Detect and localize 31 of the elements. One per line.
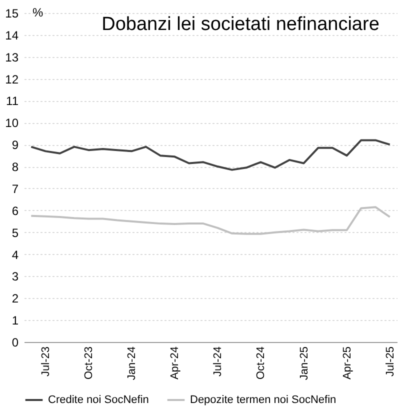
- y-tick-label: 13: [5, 50, 19, 64]
- x-tick-label: Jul-25: [384, 346, 396, 376]
- x-tick-label: Apr-24: [169, 346, 182, 380]
- y-tick-label: 7: [12, 182, 19, 196]
- x-tick-label: Jan-25: [298, 346, 310, 380]
- y-tick-label: 5: [12, 226, 19, 240]
- y-tick-label: 4: [12, 248, 19, 262]
- legend-label: Credite noi SocNefin: [48, 394, 149, 406]
- y-tick-label: 10: [5, 116, 19, 130]
- x-tick-label: Oct-23: [83, 346, 96, 380]
- chart-title: Dobanzi lei societati nefinanciare: [102, 14, 380, 35]
- y-tick-label: 2: [12, 292, 19, 306]
- y-tick-label: 1: [12, 314, 19, 328]
- y-tick-label: 9: [12, 138, 19, 152]
- y-tick-label: 12: [5, 72, 19, 86]
- line-series: [30, 139, 391, 171]
- y-tick-label: 14: [5, 28, 19, 42]
- y-tick-label: 8: [12, 160, 19, 174]
- legend-label: Depozite termen noi SocNefin: [190, 394, 336, 406]
- y-axis-title: %: [32, 6, 44, 20]
- y-tick-label: 3: [12, 270, 19, 284]
- y-tick-label: 0: [12, 336, 19, 350]
- x-tick-label: Jul-24: [212, 346, 224, 376]
- line-series: [30, 206, 391, 235]
- y-tick-label: 6: [12, 204, 19, 218]
- y-tick-label: 11: [6, 94, 19, 108]
- y-tick-label: 15: [5, 6, 19, 20]
- x-tick-label: Oct-24: [255, 346, 268, 380]
- x-tick-label: Jul-23: [40, 346, 52, 376]
- x-tick-label: Jan-24: [126, 346, 138, 380]
- x-tick-label: Apr-25: [341, 346, 354, 380]
